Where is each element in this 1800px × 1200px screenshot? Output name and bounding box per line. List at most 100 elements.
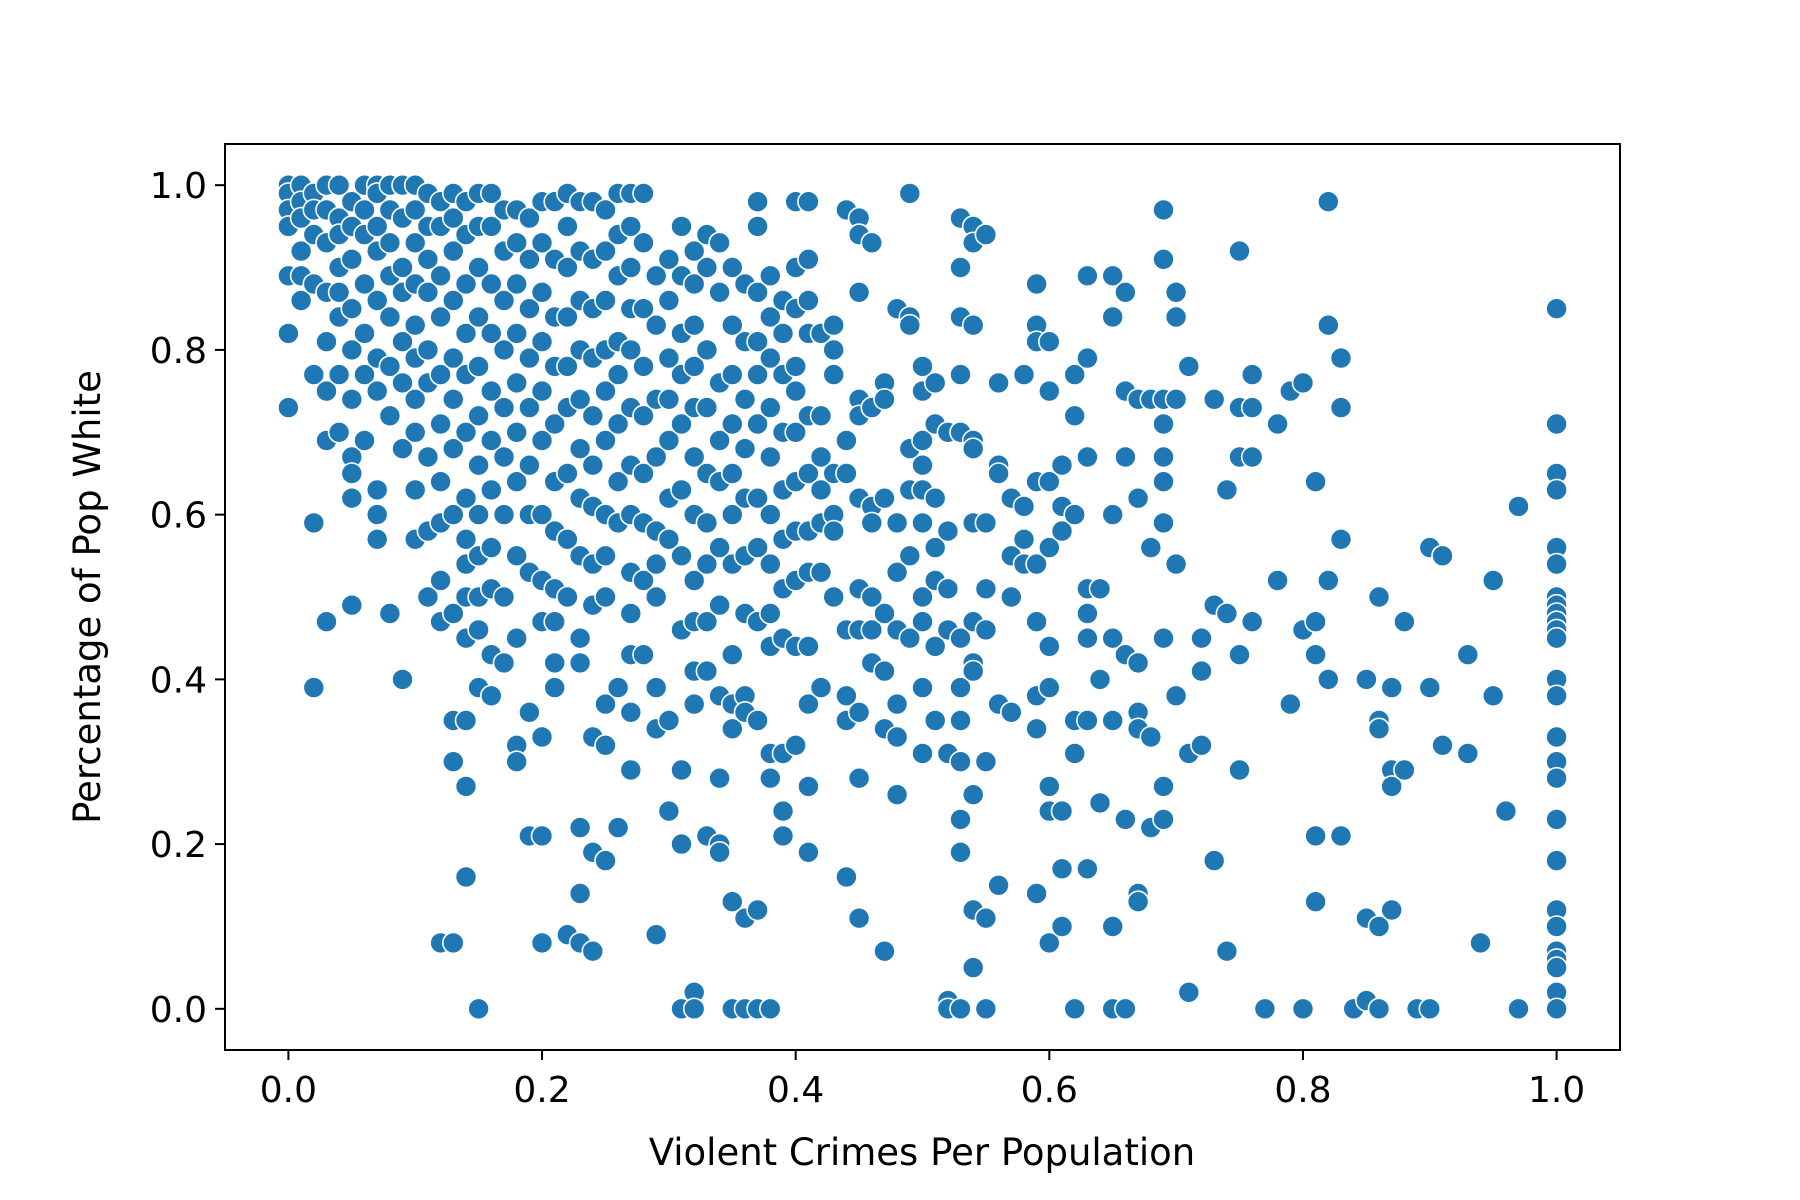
scatter-point [873,659,896,683]
scatter-point [746,215,769,238]
scatter-point [1367,585,1391,609]
scatter-point [1114,808,1137,831]
scatter-point [403,420,427,444]
scatter-point [378,602,402,625]
scatter-point [1012,495,1036,518]
scatter-point [784,733,808,757]
scatter-point [530,231,554,255]
scatter-point [1291,371,1315,395]
scatter-point [1164,387,1188,411]
scatter-point [467,997,490,1021]
scatter-point [492,289,516,312]
scatter-point [606,412,630,436]
scatter-point [885,560,909,584]
scatter-point [873,387,896,411]
scatter-point [327,420,351,444]
scatter-point [556,585,579,609]
plot-frame [224,143,1621,1051]
scatter-point [606,816,630,839]
scatter-point [619,758,643,782]
scatter-point [670,832,693,856]
scatter-point [391,256,414,279]
scatter-point [644,264,668,288]
scatter-point [847,280,871,304]
scatter-point [365,527,389,551]
scatter-point [1329,527,1353,551]
scatter-point [758,552,782,576]
scatter-point [1126,486,1150,510]
x-tick-label: 0.6 [1021,1070,1078,1111]
scatter-point [454,486,478,510]
scatter-point [391,371,414,395]
scatter-point [416,445,440,469]
scatter-point [429,470,452,494]
x-tick-label: 0.8 [1274,1070,1331,1111]
scatter-point [289,289,313,312]
scatter-point [327,173,351,197]
scatter-point [974,577,998,601]
scatter-point [1139,536,1163,559]
scatter-point [682,445,706,469]
scatter-point [682,355,706,378]
scatter-point [797,692,820,716]
scatter-point [492,396,516,419]
scatter-point [911,676,934,699]
scatter-point [1545,808,1568,831]
scatter-point [695,610,719,634]
scatter-point [365,379,389,403]
scatter-point [1304,890,1327,914]
scatter-point [340,593,364,617]
scatter-point [974,997,998,1021]
scatter-point [467,503,490,526]
scatter-point [695,511,719,535]
scatter-point [632,404,655,428]
scatter-point [1025,272,1048,296]
scatter-point [403,313,427,337]
scatter-point [1038,635,1061,658]
scatter-point [1228,239,1251,263]
y-axis-label: Percentage of Pop White [66,370,109,824]
scatter-point [1164,280,1188,304]
scatter-point [847,906,871,930]
scatter-point [1152,412,1175,436]
scatter-point [1164,552,1188,576]
scatter-point [1088,791,1112,815]
scatter-point [746,486,769,510]
scatter-point [1038,676,1061,699]
scatter-point [1101,503,1124,526]
scatter-point [1076,626,1099,650]
scatter-point [1076,346,1099,370]
y-tick-label: 0.4 [150,660,207,701]
y-tick-label: 1.0 [150,166,207,207]
scatter-point [340,462,364,485]
scatter-point [1101,305,1124,329]
scatter-point [746,536,769,559]
scatter-point [594,692,617,716]
scatter-point [809,676,833,699]
scatter-point [391,437,414,461]
scatter-point [365,478,389,502]
scatter-point [1380,676,1403,699]
scatter-point [1317,190,1340,213]
scatter-point [1152,445,1175,469]
scatter-point [657,429,681,452]
scatter-point [1304,643,1327,667]
scatter-point [1469,931,1492,955]
scatter-point [1139,725,1163,749]
scatter-point [492,338,516,362]
scatter-point [1202,387,1226,411]
scatter-point [530,725,554,749]
scatter-point [835,684,858,708]
scatter-point [594,198,617,222]
scatter-point [695,338,719,362]
scatter-point [911,355,934,378]
scatter-point [949,626,972,650]
scatter-point [1418,676,1442,699]
scatter-point [974,618,998,642]
scatter-point [441,503,465,526]
scatter-point [1215,602,1239,625]
scatter-point [594,379,617,403]
scatter-point [657,527,681,551]
scatter-point [518,247,541,271]
scatter-point [961,659,985,683]
